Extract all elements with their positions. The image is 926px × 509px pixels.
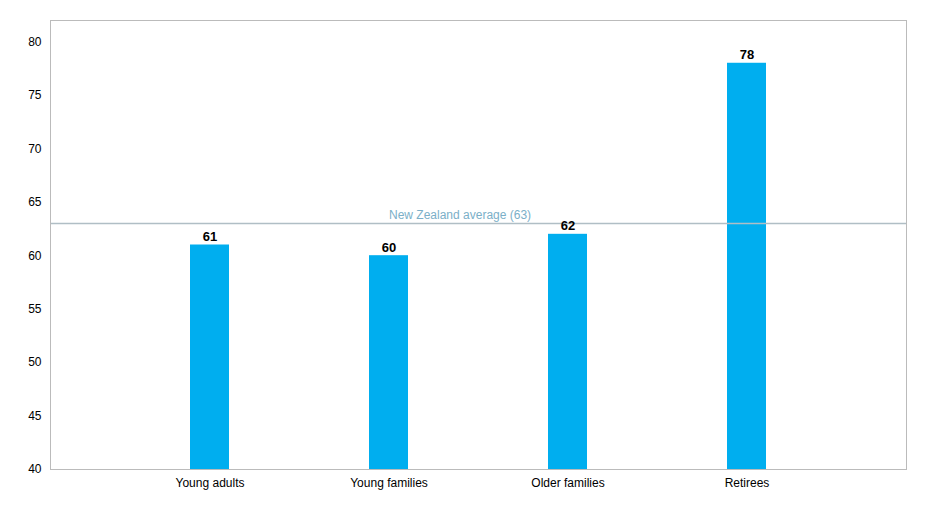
svg-text:Young adults: Young adults [176,476,245,490]
svg-text:61: 61 [203,229,217,244]
svg-text:Older families: Older families [531,476,604,490]
svg-text:65: 65 [28,195,42,209]
svg-text:Young families: Young families [350,476,428,490]
svg-text:78: 78 [740,47,754,62]
svg-text:60: 60 [382,240,396,255]
svg-text:55: 55 [28,302,42,316]
svg-text:70: 70 [28,142,42,156]
svg-text:50: 50 [28,355,42,369]
svg-text:75: 75 [28,88,42,102]
svg-text:New Zealand average (63): New Zealand average (63) [389,208,531,222]
svg-text:40: 40 [28,462,42,476]
svg-text:45: 45 [28,409,42,423]
svg-text:Retirees: Retirees [725,476,770,490]
svg-text:80: 80 [28,35,42,49]
svg-text:62: 62 [561,218,575,233]
svg-text:60: 60 [28,249,42,263]
